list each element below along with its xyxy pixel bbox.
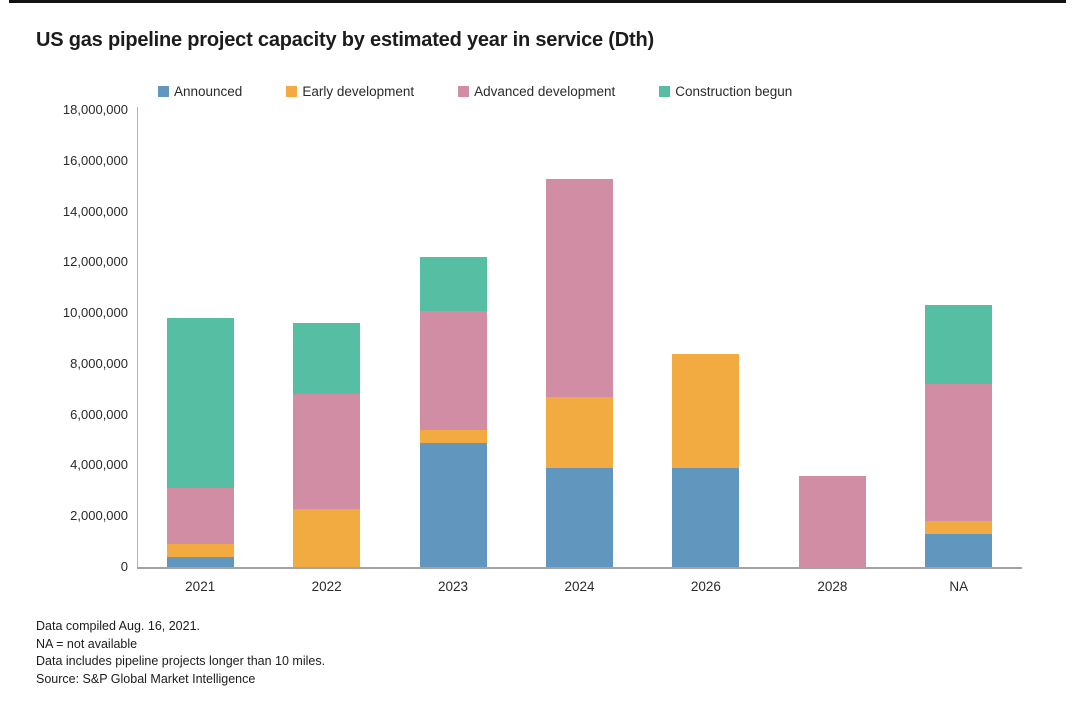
legend-label: Advanced development: [474, 84, 616, 99]
bar-segment-early-development-2024: [546, 396, 613, 468]
y-tick-label: 16,000,000: [62, 152, 128, 168]
legend-swatch-advanced-development: [458, 86, 470, 97]
bar-segment-announced-2021: [166, 556, 234, 567]
bar-segment-early-development-2022: [293, 508, 361, 567]
legend-label: Early development: [302, 84, 415, 99]
bar-segment-advanced-development-2024: [546, 178, 613, 397]
bar-segment-construction-begun-2023: [419, 257, 487, 311]
chart-title: US gas pipeline project capacity by esti…: [36, 29, 654, 51]
footnote-line: NA = not available: [36, 636, 138, 651]
bar-segment-construction-begun-na: [925, 305, 993, 385]
bar-segment-early-development-2026: [672, 353, 740, 468]
y-tick-label: 6,000,000: [70, 406, 128, 422]
legend-item-announced: Announced: [158, 84, 242, 99]
bar-segment-construction-begun-2022: [293, 323, 361, 395]
y-tick-label: 2,000,000: [70, 508, 128, 524]
bar-segment-early-development-2021: [166, 544, 234, 557]
y-tick-label: 14,000,000: [62, 203, 128, 219]
top-border-rule: [9, 0, 1066, 3]
y-tick-label: 12,000,000: [62, 254, 128, 270]
legend-swatch-construction-begun: [659, 86, 671, 97]
footnote-line: Data compiled Aug. 16, 2021.: [36, 619, 201, 633]
legend-label: Construction begun: [675, 84, 793, 99]
legend-swatch-early-development: [286, 86, 298, 97]
y-tick-label: 10,000,000: [62, 305, 128, 321]
bar-segment-advanced-development-2023: [419, 310, 487, 430]
x-tick-label-2023: 2023: [438, 579, 469, 594]
footnotes: Data compiled Aug. 16, 2021. NA = not ava…: [36, 618, 325, 688]
legend-label: Announced: [174, 84, 243, 99]
bar-segment-construction-begun-2021: [166, 318, 234, 489]
bar-segment-announced-na: [925, 533, 993, 567]
bar-segment-early-development-2023: [419, 429, 487, 443]
bar-segment-announced-2024: [546, 467, 613, 567]
legend: Announced Early development Advanced devel…: [158, 84, 792, 99]
y-tick-label: 8,000,000: [70, 355, 128, 371]
y-tick-label: 18,000,000: [62, 102, 128, 117]
bar-segment-advanced-development-2021: [166, 488, 234, 545]
y-axis-line: [137, 107, 138, 568]
x-axis-line: [137, 567, 1022, 569]
x-tick-label-2024: 2024: [564, 579, 595, 594]
y-tick-label: 0: [120, 559, 128, 574]
footnote-line: Source: S&P Global Market Intelligence: [36, 671, 256, 686]
legend-item-early-development: Early development: [286, 84, 414, 99]
bar-segment-early-development-na: [925, 521, 993, 534]
x-tick-label-2021: 2021: [185, 579, 216, 594]
legend-item-advanced-development: Advanced development: [458, 84, 615, 99]
x-tick-label-2026: 2026: [690, 579, 721, 594]
x-tick-label-2022: 2022: [311, 579, 342, 594]
bar-segment-advanced-development-2028: [798, 475, 866, 567]
legend-swatch-announced: [158, 86, 169, 97]
y-tick-label: 4,000,000: [70, 457, 128, 473]
bar-segment-announced-2023: [419, 442, 487, 567]
bar-segment-announced-2026: [672, 467, 740, 567]
bar-segment-advanced-development-2022: [293, 394, 361, 509]
footnote-line: Data includes pipeline projects longer t…: [36, 654, 326, 668]
bar-segment-advanced-development-na: [925, 384, 993, 522]
legend-item-construction-begun: Construction begun: [659, 84, 792, 99]
x-tick-label-2028: 2028: [817, 579, 848, 594]
x-tick-label-na: NA: [949, 579, 969, 594]
